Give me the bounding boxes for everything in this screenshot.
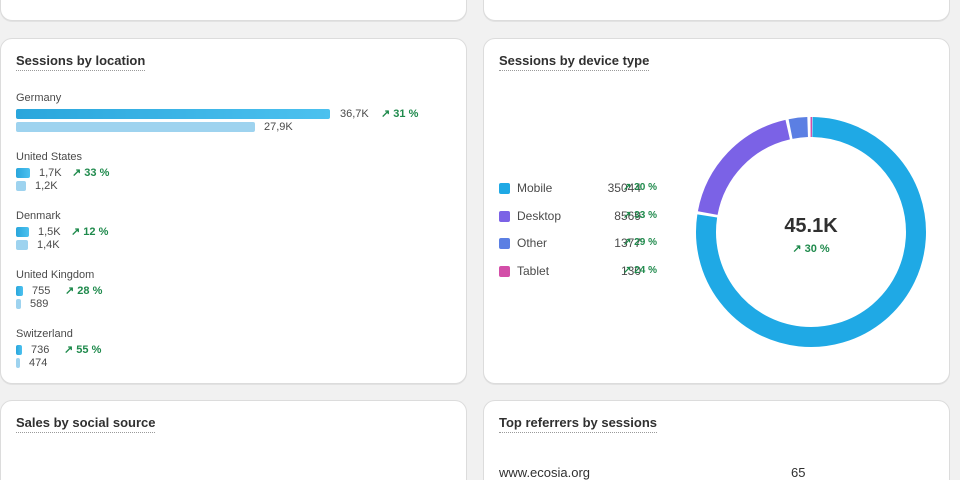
donut-total: 45.1K [784,215,838,237]
current-value: 36,7K [340,108,369,120]
legend-change: ↗ 24 % [623,264,657,276]
location-row: United Kingdom 755 ↗ 28 % 589 [16,269,446,311]
donut-slice-other[interactable] [788,117,809,139]
legend-value: 8569 [614,208,641,223]
top-referrers-card: Top referrers by sessions www.ecosia.org… [483,400,950,480]
arrow-up-right-icon: ↗ [623,264,632,276]
card-title[interactable]: Sales by social source [16,415,156,433]
legend-change: ↗ 30 % [623,182,657,193]
previous-bar-row: 474 [16,356,446,370]
current-bar [16,227,29,237]
device-legend: Mobile 35044 ↗ 30 % Desktop 8569 ↗ 33 % Other 1… [499,181,679,291]
previous-bar-row: 1,2K [16,179,446,193]
previous-value: 27,9K [264,121,293,133]
change-badge: ↗ 31 % [381,108,419,120]
change-badge: ↗ 55 % [64,344,102,356]
referrer-site[interactable]: www.ecosia.org [499,465,591,480]
location-row: United States 1,7K ↗ 33 % 1,2K [16,151,446,193]
current-value: 1,5K [38,226,61,238]
change-badge: ↗ 12 % [71,226,109,238]
device-donut-chart [696,117,926,347]
legend-value: 35044 [607,181,641,195]
current-bar-row: 755 ↗ 28 % [16,284,446,298]
previous-bar [16,122,255,132]
donut-slice-desktop[interactable] [697,119,791,216]
referrer-row: www.ecosia.org 65 [499,465,934,480]
arrow-up-right-icon: ↗ [381,108,391,120]
legend-label: Other [517,236,548,250]
location-name: Denmark [16,210,61,222]
card-title[interactable]: Sessions by device type [499,53,650,71]
previous-bar-row: 27,9K [16,120,446,134]
sales-by-social-card: Sales by social source [0,400,467,480]
previous-value: 589 [30,298,49,310]
location-name: Switzerland [16,328,73,340]
current-bar-row: 1,5K ↗ 12 % [16,225,446,239]
location-row: Switzerland 736 ↗ 55 % 474 [16,328,446,370]
current-value: 1,7K [39,167,62,179]
card-title[interactable]: Top referrers by sessions [499,415,657,433]
legend-swatch [499,265,510,277]
donut-slice-mobile[interactable] [696,117,926,347]
previous-bar [16,358,20,368]
sessions-by-device-card: Sessions by device type Mobile 35044 ↗ 30 … [483,38,950,384]
arrow-up-right-icon: ↗ [72,167,82,179]
legend-value: 130 [620,263,641,278]
current-value: 736 [31,344,50,356]
current-bar [16,168,30,178]
legend-item-desktop[interactable]: Desktop 8569 ↗ 33 % [499,209,679,223]
arrow-up-right-icon: ↗ [792,243,802,255]
card-title[interactable]: Sessions by location [16,53,146,71]
legend-label: Tablet [517,263,550,278]
sessions-by-location-card: Sessions by location Germany 36,7K ↗ 31 % 2… [0,38,467,384]
previous-bar [16,240,28,250]
legend-change: ↗ 33 % [623,209,657,221]
location-row: Denmark 1,5K ↗ 12 % 1,4K [16,210,446,252]
top-card-left [0,0,467,21]
legend-item-other[interactable]: Other 1377 ↗ 29 % [499,236,679,250]
legend-swatch [499,183,510,194]
arrow-up-right-icon: ↗ [623,209,632,221]
arrow-up-right-icon: ↗ [623,182,632,193]
legend-change: ↗ 29 % [623,237,657,248]
arrow-up-right-icon: ↗ [64,344,74,356]
current-bar [16,345,22,355]
previous-bar-row: 589 [16,297,446,311]
arrow-up-right-icon: ↗ [65,285,75,297]
location-name: United Kingdom [16,269,95,281]
current-bar [16,286,23,296]
donut-total-change: ↗ 30 % [792,243,830,255]
top-card-right [483,0,950,21]
arrow-up-right-icon: ↗ [623,237,632,248]
legend-label: Desktop [517,208,562,223]
legend-swatch [499,210,510,222]
previous-bar [16,299,21,309]
current-bar [16,109,330,119]
change-badge: ↗ 33 % [72,167,110,179]
current-bar-row: 1,7K ↗ 33 % [16,166,446,180]
change-badge: ↗ 28 % [65,285,103,297]
previous-bar-row: 1,4K [16,238,446,252]
previous-value: 1,4K [37,239,60,251]
current-value: 755 [32,285,51,297]
arrow-up-right-icon: ↗ [71,226,81,238]
previous-bar [16,181,26,191]
legend-swatch [499,238,510,249]
current-bar-row: 36,7K ↗ 31 % [16,107,446,121]
current-bar-row: 736 ↗ 55 % [16,343,446,357]
donut-center: 45.1K ↗ 30 % [751,215,871,255]
referrer-sessions: 65 [791,465,806,480]
previous-value: 474 [29,357,48,369]
previous-value: 1,2K [35,180,58,192]
legend-item-mobile[interactable]: Mobile 35044 ↗ 30 % [499,181,679,195]
location-name: Germany [16,92,62,104]
legend-label: Mobile [517,181,553,195]
legend-item-tablet[interactable]: Tablet 130 ↗ 24 % [499,264,679,278]
location-name: United States [16,151,83,163]
location-row: Germany 36,7K ↗ 31 % 27,9K [16,92,446,134]
legend-value: 1377 [614,236,641,250]
